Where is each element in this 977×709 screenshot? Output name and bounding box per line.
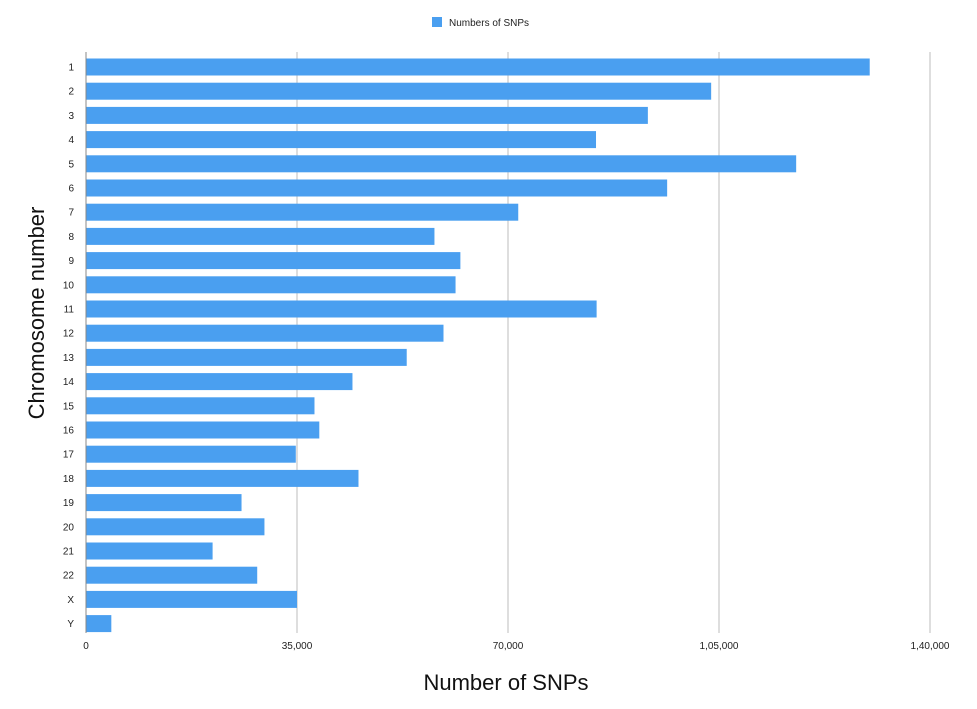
x-tick-labels: 0 35,000 70,000 1,05,000 1,40,000 xyxy=(83,641,950,652)
y-tick-label: 19 xyxy=(63,498,75,509)
x-tick-label: 35,000 xyxy=(282,641,313,652)
y-tick-label: 16 xyxy=(63,426,75,437)
y-tick-label: Y xyxy=(67,619,74,630)
bars xyxy=(86,58,870,633)
bar-chromosome-3 xyxy=(86,106,648,124)
bar-chromosome-18 xyxy=(86,469,359,487)
bar-chromosome-9 xyxy=(86,252,461,270)
y-tick-label: 11 xyxy=(64,305,75,316)
bar-chromosome-14 xyxy=(86,373,353,391)
x-tick-label: 0 xyxy=(83,641,89,652)
y-tick-label: 20 xyxy=(63,522,75,533)
y-tick-label: 3 xyxy=(68,111,74,122)
y-tick-label: 14 xyxy=(63,377,75,388)
bar-chromosome-13 xyxy=(86,348,407,366)
y-tick-label: 12 xyxy=(63,329,75,340)
bar-chromosome-2 xyxy=(86,82,712,100)
bar-chromosome-x xyxy=(86,590,297,608)
bar-chromosome-19 xyxy=(86,494,242,512)
gridlines xyxy=(296,52,931,633)
legend-label: Numbers of SNPs xyxy=(449,18,529,29)
y-tick-label: 21 xyxy=(63,547,75,558)
bar-chromosome-11 xyxy=(86,300,597,318)
y-tick-label: 2 xyxy=(68,87,74,98)
y-tick-label: 18 xyxy=(63,474,75,485)
bar-chromosome-12 xyxy=(86,324,444,342)
y-tick-label: 8 xyxy=(68,232,74,243)
y-tick-label: 15 xyxy=(63,401,75,412)
bar-chromosome-y xyxy=(86,615,112,633)
legend-swatch xyxy=(432,17,442,27)
x-tick-label: 1,05,000 xyxy=(700,641,739,652)
y-tick-label: 4 xyxy=(68,135,74,146)
y-tick-label: 1 xyxy=(68,63,74,74)
bar-chromosome-4 xyxy=(86,131,597,149)
bar-chromosome-21 xyxy=(86,542,213,560)
bar-chromosome-20 xyxy=(86,518,265,536)
bar-chromosome-17 xyxy=(86,445,296,463)
y-tick-label: 6 xyxy=(68,184,74,195)
bar-chromosome-5 xyxy=(86,155,797,173)
x-axis-title: Number of SNPs xyxy=(423,670,588,695)
bar-chromosome-16 xyxy=(86,421,320,439)
y-tick-label: 7 xyxy=(68,208,74,219)
y-tick-label: 5 xyxy=(68,159,74,170)
y-tick-label: 17 xyxy=(63,450,75,461)
y-tick-label: 13 xyxy=(63,353,75,364)
y-tick-label: 9 xyxy=(68,256,74,267)
bar-chromosome-1 xyxy=(86,58,870,76)
y-tick-label: 10 xyxy=(63,280,75,291)
x-tick-label: 70,000 xyxy=(493,641,524,652)
bar-chromosome-8 xyxy=(86,227,435,245)
y-tick-label: 22 xyxy=(63,571,75,582)
x-tick-label: 1,40,000 xyxy=(911,641,950,652)
y-axis-title: Chromosome number xyxy=(24,207,49,420)
bar-chromosome-22 xyxy=(86,566,258,584)
y-tick-label: X xyxy=(67,595,74,606)
bar-chromosome-15 xyxy=(86,397,315,415)
bar-chromosome-7 xyxy=(86,203,519,221)
bar-chromosome-6 xyxy=(86,179,668,197)
bar-chromosome-10 xyxy=(86,276,456,294)
legend: Numbers of SNPs xyxy=(432,17,529,29)
